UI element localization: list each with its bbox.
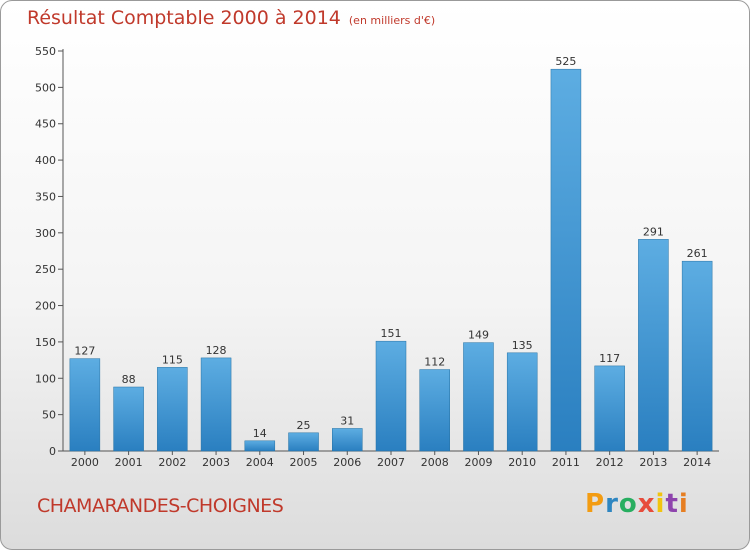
y-tick-label: 400 <box>35 154 56 167</box>
bar <box>638 239 669 452</box>
logo-letter: x <box>637 489 656 519</box>
data-label: 127 <box>74 345 95 358</box>
y-tick-label: 150 <box>35 336 56 349</box>
bar <box>244 440 276 452</box>
bars: 127 88 115 128 14 25 31 151 112 149 135 525 117 291 26… <box>69 55 713 452</box>
x-tick-label: 2004 <box>246 456 274 469</box>
bar <box>506 352 538 452</box>
x-tick-label: 2008 <box>421 456 449 469</box>
bar <box>157 367 188 452</box>
bar <box>594 365 625 452</box>
data-label: 112 <box>424 356 445 369</box>
logo-letter: r <box>605 489 619 519</box>
data-label: 14 <box>253 427 267 440</box>
y-tick-label: 50 <box>42 409 56 422</box>
data-label: 115 <box>162 353 183 366</box>
data-label: 88 <box>122 373 136 386</box>
x-tick-label: 2011 <box>552 456 580 469</box>
data-label: 25 <box>297 419 311 432</box>
y-tick-label: 300 <box>35 227 56 240</box>
bar <box>288 432 319 452</box>
x-tick-label: 2010 <box>508 456 536 469</box>
data-label: 151 <box>381 327 402 340</box>
data-label: 31 <box>340 414 354 427</box>
y-tick-label: 250 <box>35 263 56 276</box>
logo-letter: t <box>665 489 679 519</box>
y-tick-label: 500 <box>35 81 56 94</box>
data-label: 128 <box>206 344 227 357</box>
x-tick-label: 2003 <box>202 456 230 469</box>
chart-title: Résultat Comptable 2000 à 2014 (en millie… <box>27 7 435 29</box>
chart-title-text: Résultat Comptable 2000 à 2014 <box>27 7 341 29</box>
logo-letter: i <box>655 489 666 519</box>
x-tick-label: 2001 <box>115 456 143 469</box>
x-tick-label: 2007 <box>377 456 405 469</box>
data-label: 117 <box>599 352 620 365</box>
bar <box>681 260 713 452</box>
x-tick-label: 2014 <box>683 456 711 469</box>
bar <box>375 340 407 452</box>
logo-letter: P <box>585 489 606 519</box>
commune-name: CHAMARANDES-CHOIGNES <box>37 495 284 517</box>
x-tick-label: 2013 <box>639 456 667 469</box>
data-label: 525 <box>555 55 576 68</box>
data-label: 261 <box>687 247 708 260</box>
y-tick-label: 350 <box>35 190 56 203</box>
bar <box>113 386 144 452</box>
data-label: 135 <box>512 339 533 352</box>
y-tick-label: 200 <box>35 300 56 313</box>
bar <box>332 428 363 452</box>
proxiti-logo: Proxiti <box>585 489 689 519</box>
data-label: 291 <box>643 225 664 238</box>
y-tick-label: 550 <box>35 45 56 58</box>
logo-letter: o <box>618 489 638 519</box>
bar <box>69 358 101 452</box>
bar <box>419 369 450 452</box>
y-tick-label: 0 <box>49 445 56 458</box>
bar <box>550 68 582 452</box>
data-label: 149 <box>468 329 489 342</box>
y-tick-label: 100 <box>35 372 56 385</box>
bar <box>200 357 232 452</box>
chart-unit: (en milliers d'€) <box>348 14 436 27</box>
logo-letter: i <box>678 489 689 519</box>
x-tick-label: 2009 <box>464 456 492 469</box>
bar <box>463 342 494 452</box>
x-tick-label: 2012 <box>596 456 624 469</box>
y-tick-label: 450 <box>35 118 56 131</box>
x-tick-label: 2005 <box>290 456 318 469</box>
x-tick-label: 2002 <box>158 456 186 469</box>
x-tick-label: 2000 <box>71 456 99 469</box>
x-tick-label: 2006 <box>333 456 361 469</box>
